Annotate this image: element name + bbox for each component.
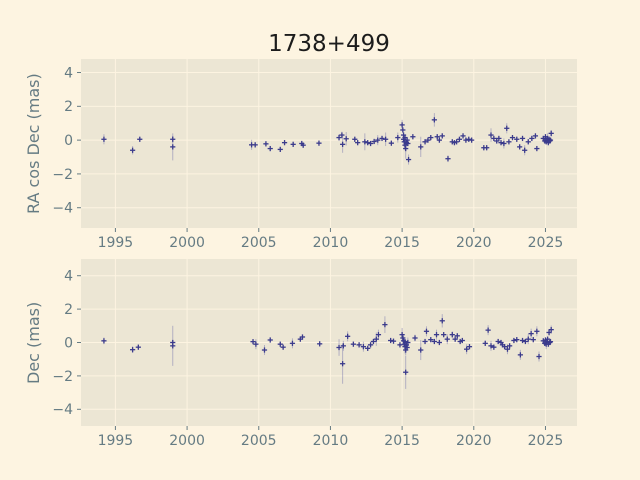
y-tick-label: 2 <box>64 99 73 115</box>
x-tick-label: 2010 <box>313 433 349 449</box>
y-tick-label: −2 <box>52 167 73 183</box>
x-tick-label: 2010 <box>313 235 349 251</box>
x-tick-label: 2025 <box>528 433 564 449</box>
y-tick-label: 0 <box>64 335 73 351</box>
y-tick-label: −2 <box>52 369 73 385</box>
y-tick-label: −4 <box>52 402 73 418</box>
y-tick-label: 4 <box>64 269 73 285</box>
x-tick-label: 1995 <box>98 235 134 251</box>
y-tick-label: −4 <box>52 201 73 217</box>
axes-background <box>81 59 577 228</box>
x-tick-label: 1995 <box>98 433 134 449</box>
x-tick-label: 2015 <box>384 433 420 449</box>
x-tick-label: 2025 <box>528 235 564 251</box>
x-tick-label: 2005 <box>241 433 277 449</box>
x-tick-label: 2000 <box>169 235 205 251</box>
y-axis-label-dec: Dec (mas) <box>24 301 43 384</box>
page-title: 1738+499 <box>268 31 390 57</box>
y-tick-label: 2 <box>64 302 73 318</box>
x-tick-label: 2005 <box>241 235 277 251</box>
x-tick-label: 2020 <box>456 235 492 251</box>
x-tick-label: 2015 <box>384 235 420 251</box>
x-tick-label: 2020 <box>456 433 492 449</box>
y-axis-label-ra: RA cos Dec (mas) <box>24 73 43 214</box>
y-tick-label: 0 <box>64 133 73 149</box>
x-tick-label: 2000 <box>169 433 205 449</box>
y-tick-label: 4 <box>64 65 73 81</box>
